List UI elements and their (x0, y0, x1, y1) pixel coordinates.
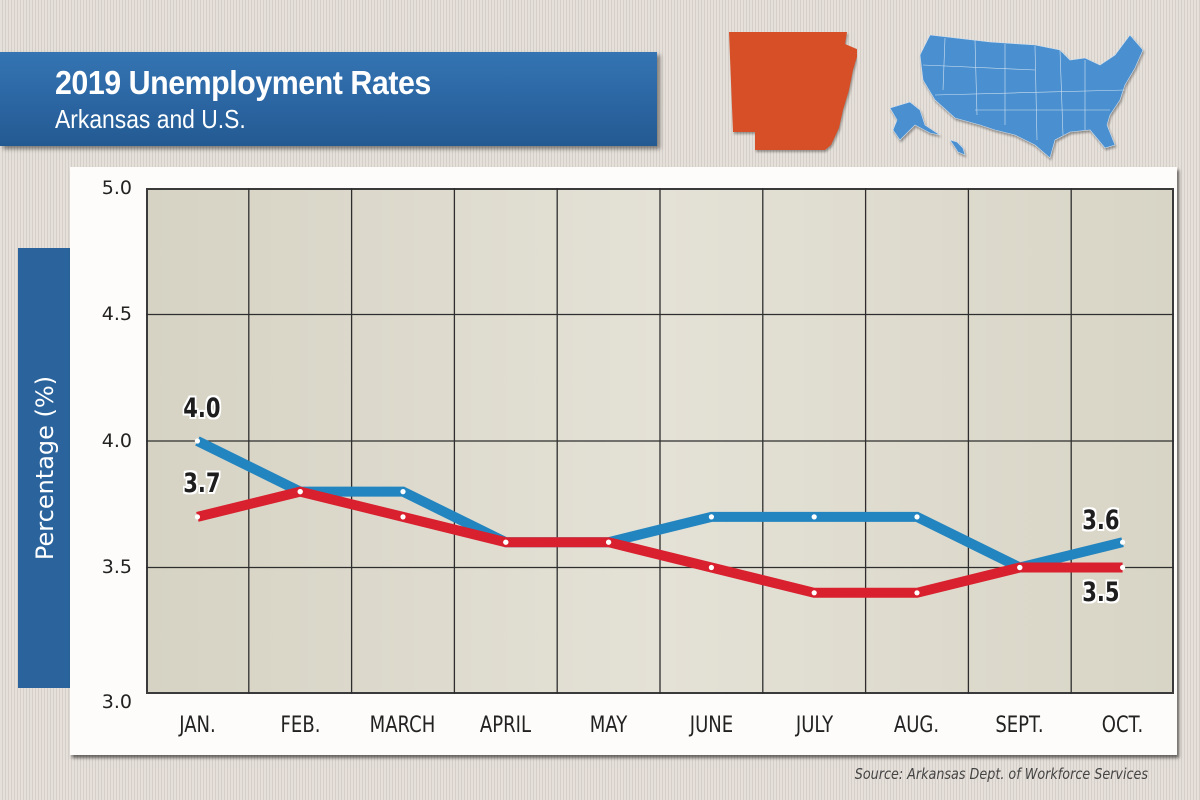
y-tick-4-5: 4.5 (101, 303, 132, 325)
x-tick-feb: FEB. (280, 713, 321, 738)
x-tick-april: APRIL (479, 713, 532, 738)
x-tick-jan: JAN. (179, 713, 216, 738)
y-tick-4-0: 4.0 (101, 430, 132, 452)
x-tick-march: MARCH (369, 713, 436, 738)
source-note: Source: Arkansas Dept. of Workforce Serv… (854, 765, 1148, 783)
y-tick-3-5: 3.5 (101, 556, 132, 578)
title-banner: 2019 Unemployment Rates Arkansas and U.S… (0, 52, 657, 146)
y-axis-label: Percentage (%) (31, 375, 59, 561)
x-tick-may: MAY (589, 713, 628, 738)
chart-title: 2019 Unemployment Rates (55, 64, 431, 101)
us-start-label: 4.0 (183, 393, 221, 424)
x-tick-sept: SEPT. (995, 713, 1044, 738)
x-tick-aug: AUG. (893, 713, 940, 738)
chart-subtitle: Arkansas and U.S. (55, 104, 246, 134)
plot-area (146, 188, 1174, 694)
x-tick-july: JULY (795, 713, 834, 738)
y-axis-label-bar: Percentage (%) (18, 248, 72, 688)
y-tick-5-0: 5.0 (101, 177, 132, 199)
us-end-label: 3.6 (1082, 505, 1120, 536)
x-tick-oct: OCT. (1101, 713, 1144, 738)
arkansas-start-label: 3.7 (183, 468, 221, 499)
x-tick-june: JUNE (689, 713, 734, 738)
arkansas-end-label: 3.5 (1082, 577, 1120, 608)
arkansas-map-icon (729, 32, 857, 150)
y-tick-3-0: 3.0 (101, 691, 132, 713)
us-map-icon (889, 34, 1144, 159)
